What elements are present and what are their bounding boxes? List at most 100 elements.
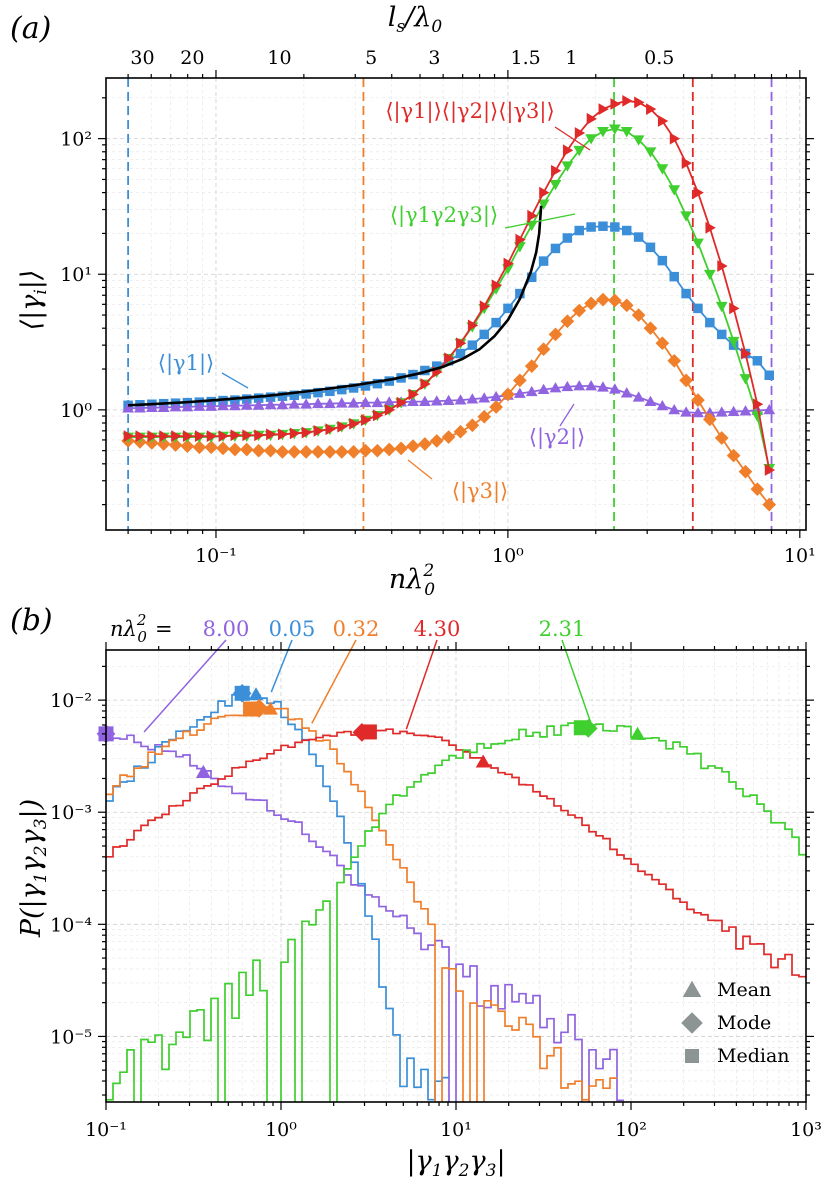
data-point [631,308,646,322]
data-point [668,185,681,196]
data-point [407,395,419,407]
data-point [287,445,302,459]
panel-b-y-axis-label: P(|γ1γ2γ3|) [16,799,51,938]
y-tick-label: 10⁻² [50,690,92,712]
callout-leader [270,639,293,693]
data-point [420,378,431,390]
data-point [442,394,455,406]
data-point [621,225,632,236]
data-point [289,390,299,401]
data-point [669,132,681,145]
data-point [726,448,741,463]
data-point [311,445,325,459]
data-point [681,288,691,299]
data-point [741,347,752,360]
top-tick-label: 30 [130,47,154,69]
data-point [301,389,311,399]
data-point [597,381,609,392]
mean-marker [262,701,278,715]
data-point [359,396,372,408]
data-point [324,397,336,409]
data-point [584,296,598,311]
annotation-label: ⟨|γ1|⟩⟨|γ2|⟩⟨|γ3|⟩ [385,99,554,124]
panel-b-series [96,683,806,1102]
data-point [646,103,657,116]
data-point [383,396,396,407]
series-callout-label: 2.31 [539,617,586,641]
legend-label: Mean [717,979,771,1001]
data-point [467,319,479,332]
data-point [122,402,134,413]
annotation-leader [554,126,591,151]
data-point [515,233,526,246]
data-point [656,164,669,175]
data-point [574,127,586,139]
x-tick-label: 10⁻¹ [195,545,237,567]
panel-b-callouts: 8.00 0.05 0.32 4.30 2.31 [143,617,593,733]
data-point [620,387,633,398]
annotation-leader [221,372,249,389]
data-point [429,434,444,448]
data-point [657,115,669,127]
data-point [620,127,633,138]
series-callout: 8.00 [143,617,249,733]
mean-marker [195,764,211,778]
top-tick-label: 20 [180,47,204,69]
x-tick-label: 10³ [790,1119,822,1141]
data-point [632,391,645,402]
data-point [323,445,337,459]
panel-b-ticks [98,642,814,1110]
histogram-0.32 [106,699,617,1102]
data-point [477,409,492,424]
data-point [560,314,575,329]
data-point [727,336,740,348]
y-tick-label: 10⁻³ [50,802,92,824]
data-point [239,442,254,457]
panel-a-ticks [98,70,814,538]
data-point [692,406,704,418]
data-point [384,403,396,416]
data-point [360,381,371,391]
data-point [489,400,503,414]
data-point [703,269,716,281]
series-callout-label: 0.05 [269,617,316,641]
data-point [168,438,183,452]
mode-marker [249,699,269,718]
series-callout-label: 0.32 [333,617,380,641]
data-point [372,409,384,422]
histogram-4.30 [106,722,806,978]
data-point [573,380,586,391]
callout-leader [143,639,227,733]
data-point [275,445,290,459]
panel-a-x-axis-label: nλ2 0 [389,561,435,600]
data-point [180,439,195,453]
panel-b-legend: Mean Mode Median [681,979,790,1067]
top-tick-label: 1 [565,47,577,69]
data-point [537,383,550,395]
data-point [680,211,692,222]
data-point [739,374,752,385]
data-point [455,348,466,359]
data-point [204,440,219,455]
data-point [441,430,456,444]
data-point [752,356,763,366]
mean-marker [475,754,491,768]
data-point [358,443,373,458]
histogram-2.31 [106,718,806,1102]
data-point [608,383,621,394]
data-point [266,428,277,441]
data-point [313,424,324,437]
legend-entry: Median [685,1045,790,1067]
data-point [444,352,455,365]
data-point [263,443,278,458]
annotation-leader [559,403,575,427]
y-tick-label: 10¹ [60,264,92,286]
annotation-label: ⟨|γ2|⟩ [529,425,585,450]
panel-a: ⟨|γ1|⟩⟨|γ2|⟩⟨|γ3|⟩⟨|γ1γ2γ3|⟩⟨|γ1|⟩⟨|γ2|⟩… [10,2,816,600]
data-point [572,303,587,318]
annotation-label: ⟨|γ1γ2γ3|⟩ [390,203,498,228]
data-point [145,401,158,412]
data-point [574,225,584,236]
annotation: ⟨|γ1|⟩⟨|γ2|⟩⟨|γ3|⟩ [385,99,591,151]
